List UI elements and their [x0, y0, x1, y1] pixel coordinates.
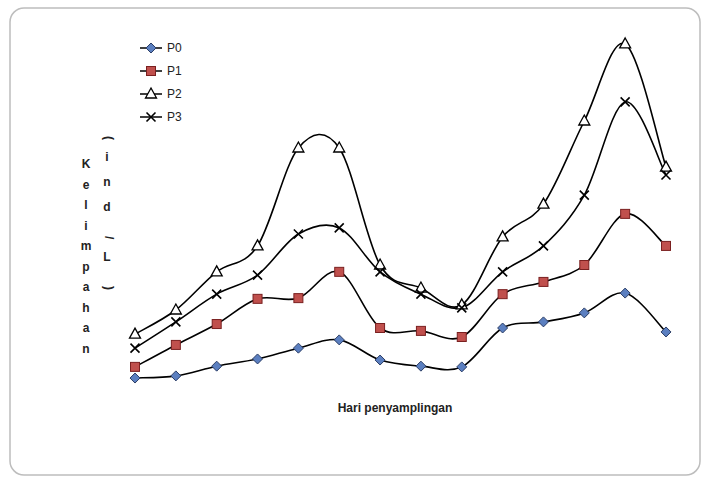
point-marker [253, 271, 262, 280]
legend-label: P3 [167, 110, 182, 124]
point-marker [171, 340, 180, 349]
point-marker [130, 373, 140, 383]
point-marker [662, 241, 671, 250]
point-marker [131, 344, 140, 353]
series-line [135, 214, 666, 367]
plot-area [130, 38, 672, 383]
point-marker [293, 343, 303, 353]
chart: Hari penyamplinganKelimpahan(ind/L)P0P1P… [0, 0, 708, 484]
point-marker [170, 304, 181, 314]
frame [10, 8, 700, 475]
point-marker [661, 161, 672, 171]
point-marker [620, 288, 630, 298]
point-marker [171, 371, 181, 381]
point-marker [253, 354, 263, 364]
point-marker [376, 324, 385, 333]
point-marker [580, 261, 589, 270]
point-marker [212, 290, 221, 299]
point-marker [211, 266, 222, 276]
point-marker [497, 231, 508, 241]
point-marker [416, 290, 425, 299]
point-marker [457, 362, 467, 372]
point-marker [416, 361, 426, 371]
point-marker [335, 267, 344, 276]
legend-marker [146, 43, 156, 53]
point-marker [334, 335, 344, 345]
point-marker [212, 361, 222, 371]
point-marker [538, 198, 549, 208]
legend: P0 P1 P2 P3 [140, 41, 182, 124]
legend-marker [146, 88, 157, 98]
point-marker [416, 326, 425, 335]
y-axis-label: Kelimpahan [81, 157, 92, 356]
point-marker [662, 171, 671, 180]
point-marker [498, 290, 507, 299]
point-marker [293, 142, 304, 152]
point-marker [621, 209, 630, 218]
point-marker [498, 323, 508, 333]
point-marker [539, 277, 548, 286]
legend-marker [147, 113, 156, 122]
legend-label: P0 [167, 41, 182, 55]
point-marker [130, 328, 141, 338]
point-marker [538, 317, 548, 327]
point-marker [376, 267, 385, 276]
point-marker [498, 267, 507, 276]
legend-marker [147, 67, 156, 76]
series-line [135, 293, 666, 378]
point-marker [579, 308, 589, 318]
point-marker [580, 191, 589, 200]
point-marker [621, 97, 630, 106]
series-line [135, 102, 666, 348]
point-marker [620, 38, 631, 48]
series-line [135, 43, 666, 334]
point-marker [335, 223, 344, 232]
point-marker [294, 230, 303, 239]
point-marker [171, 317, 180, 326]
point-marker [131, 362, 140, 371]
point-marker [212, 320, 221, 329]
point-marker [457, 303, 466, 312]
point-marker [539, 241, 548, 250]
point-marker [253, 294, 262, 303]
legend-label: P1 [167, 64, 182, 78]
point-marker [375, 355, 385, 365]
point-marker [294, 294, 303, 303]
point-marker [252, 240, 263, 250]
point-marker [457, 333, 466, 342]
point-marker [334, 142, 345, 152]
point-marker [661, 327, 671, 337]
point-marker [579, 115, 590, 125]
x-axis-label: Hari penyamplingan [338, 401, 453, 415]
legend-label: P2 [167, 87, 182, 101]
y-axis-label: (ind/L) [102, 136, 116, 290]
